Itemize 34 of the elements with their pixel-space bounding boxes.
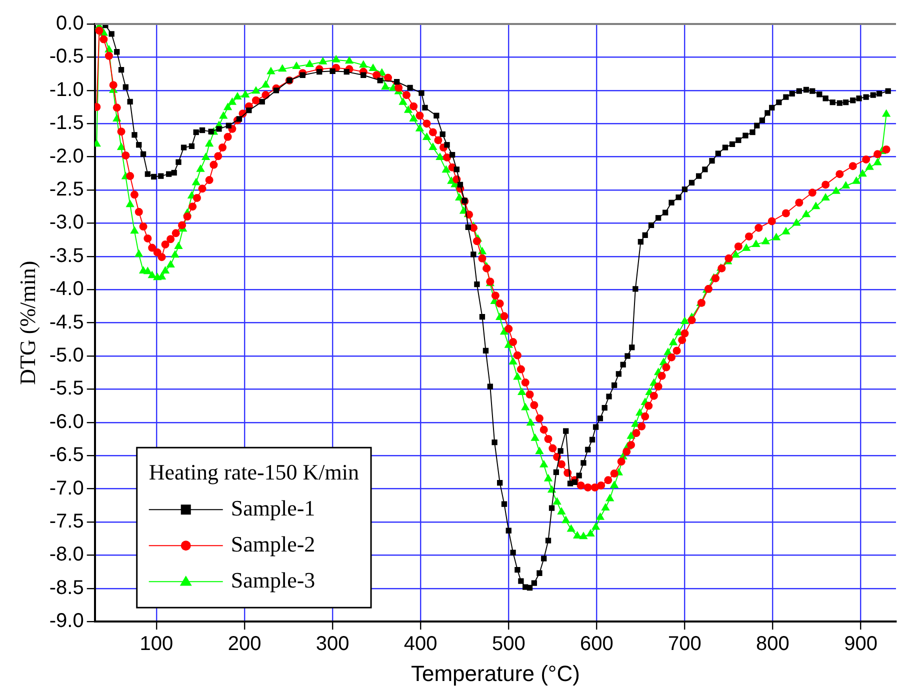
y-tick-label: -2.5 [49, 178, 84, 201]
y-axis-title: DTG (%/min) [14, 260, 40, 385]
legend-label: Sample-2 [230, 531, 316, 556]
y-tick-label: -6.0 [49, 410, 84, 433]
x-tick-label: 200 [228, 633, 262, 656]
y-tick-label: -1.5 [49, 112, 84, 134]
y-tick-label: 0.0 [56, 12, 84, 35]
x-tick-label: 500 [492, 633, 526, 656]
x-tick-label: 300 [316, 633, 350, 656]
y-tick-label: -8.0 [49, 544, 84, 566]
x-tick-label: 100 [140, 633, 174, 656]
y-tick-label: -7.0 [49, 477, 84, 500]
x-tick-label: 400 [404, 633, 438, 656]
legend-label: Sample-1 [230, 495, 316, 520]
y-tick-label: -4.0 [49, 278, 84, 300]
legend-title: Heating rate-150 K/min [148, 459, 360, 484]
y-tick-label: -3.5 [49, 244, 84, 267]
y-tick-label: -5.5 [49, 378, 84, 400]
y-tick-label: -7.5 [49, 510, 84, 533]
x-tick-label: 900 [844, 633, 878, 656]
y-tick-label: -8.5 [49, 576, 84, 599]
x-axis-title: Temperature (°C) [410, 660, 580, 686]
x-tick-label: 800 [756, 633, 790, 656]
y-tick-label: -9.0 [49, 610, 84, 632]
x-tick-label: 700 [668, 633, 702, 656]
y-tick-label: -1.0 [49, 78, 84, 101]
y-tick-label: -6.5 [49, 444, 84, 466]
y-tick-label: -0.5 [49, 46, 84, 68]
y-tick-label: -5.0 [49, 344, 84, 367]
y-tick-label: -2.0 [49, 145, 84, 168]
y-tick-label: -3.0 [49, 212, 84, 234]
legend-label: Sample-3 [230, 567, 316, 592]
y-tick-label: -4.5 [49, 311, 84, 334]
x-tick-label: 600 [580, 633, 614, 656]
